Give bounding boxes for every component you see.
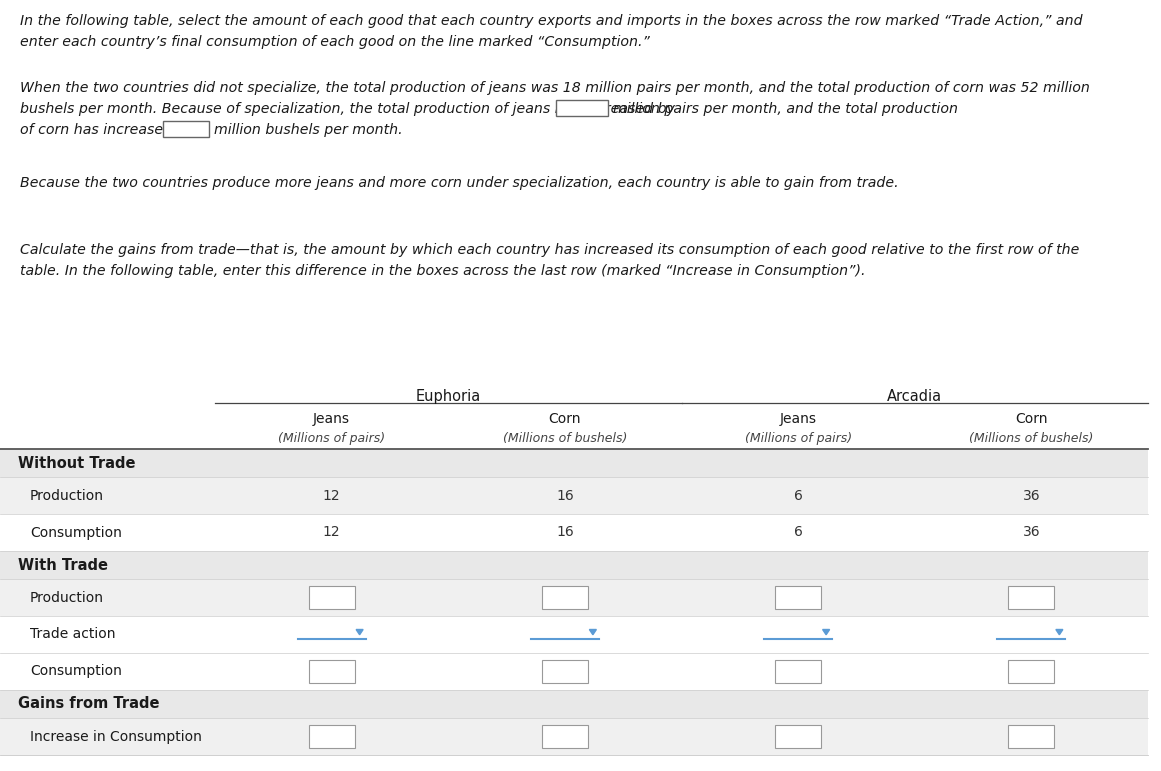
FancyBboxPatch shape — [1009, 725, 1054, 748]
Text: 12: 12 — [323, 526, 340, 540]
Text: of corn has increased by: of corn has increased by — [20, 123, 194, 137]
FancyBboxPatch shape — [776, 586, 821, 609]
FancyBboxPatch shape — [776, 725, 821, 748]
Text: table. In the following table, enter this difference in the boxes across the las: table. In the following table, enter thi… — [20, 264, 865, 278]
Polygon shape — [590, 629, 597, 635]
Text: million pairs per month, and the total production: million pairs per month, and the total p… — [613, 103, 958, 116]
Text: With Trade: With Trade — [19, 557, 108, 573]
Text: Corn: Corn — [1015, 412, 1047, 426]
Text: Corn: Corn — [549, 412, 582, 426]
FancyBboxPatch shape — [1009, 586, 1054, 609]
Text: Euphoria: Euphoria — [416, 389, 481, 404]
Text: (Millions of pairs): (Millions of pairs) — [744, 432, 852, 445]
Text: 6: 6 — [794, 489, 802, 503]
FancyBboxPatch shape — [309, 660, 354, 683]
Text: Increase in Consumption: Increase in Consumption — [30, 729, 202, 743]
FancyBboxPatch shape — [0, 449, 1148, 477]
Text: Jeans: Jeans — [313, 412, 351, 426]
FancyBboxPatch shape — [309, 586, 354, 609]
FancyBboxPatch shape — [776, 660, 821, 683]
FancyBboxPatch shape — [556, 100, 607, 116]
FancyBboxPatch shape — [0, 551, 1148, 579]
Text: When the two countries did not specialize, the total production of jeans was 18 : When the two countries did not specializ… — [20, 81, 1090, 95]
Text: In the following table, select the amount of each good that each country exports: In the following table, select the amoun… — [20, 14, 1082, 28]
Text: Production: Production — [30, 489, 104, 503]
Text: 16: 16 — [556, 526, 574, 540]
Text: Jeans: Jeans — [780, 412, 816, 426]
FancyBboxPatch shape — [542, 725, 587, 748]
Polygon shape — [823, 629, 830, 635]
Text: Consumption: Consumption — [30, 526, 122, 540]
Text: Arcadia: Arcadia — [887, 389, 943, 404]
FancyBboxPatch shape — [163, 121, 209, 137]
Text: Consumption: Consumption — [30, 665, 122, 678]
Text: 36: 36 — [1023, 489, 1040, 503]
Text: bushels per month. Because of specialization, the total production of jeans has : bushels per month. Because of specializa… — [20, 103, 675, 116]
Text: Gains from Trade: Gains from Trade — [19, 696, 159, 712]
Text: million bushels per month.: million bushels per month. — [214, 123, 403, 137]
Text: 6: 6 — [794, 526, 802, 540]
Text: (Millions of pairs): (Millions of pairs) — [279, 432, 385, 445]
Text: Because the two countries produce more jeans and more corn under specialization,: Because the two countries produce more j… — [20, 176, 899, 190]
FancyBboxPatch shape — [0, 477, 1148, 514]
FancyBboxPatch shape — [542, 660, 587, 683]
Text: 12: 12 — [323, 489, 340, 503]
Text: Calculate the gains from trade—that is, the amount by which each country has inc: Calculate the gains from trade—that is, … — [20, 243, 1080, 257]
Text: 36: 36 — [1023, 526, 1040, 540]
Polygon shape — [1055, 629, 1062, 635]
Text: (Millions of bushels): (Millions of bushels) — [503, 432, 627, 445]
FancyBboxPatch shape — [309, 725, 354, 748]
Text: 16: 16 — [556, 489, 574, 503]
FancyBboxPatch shape — [0, 718, 1148, 755]
Polygon shape — [356, 629, 363, 635]
Text: (Millions of bushels): (Millions of bushels) — [969, 432, 1094, 445]
FancyBboxPatch shape — [542, 586, 587, 609]
Text: Production: Production — [30, 591, 104, 604]
FancyBboxPatch shape — [0, 579, 1148, 616]
FancyBboxPatch shape — [0, 690, 1148, 718]
Text: enter each country’s final consumption of each good on the line marked “Consumpt: enter each country’s final consumption o… — [20, 35, 650, 49]
Text: Trade action: Trade action — [30, 628, 115, 641]
FancyBboxPatch shape — [1009, 660, 1054, 683]
Text: Without Trade: Without Trade — [19, 456, 136, 470]
